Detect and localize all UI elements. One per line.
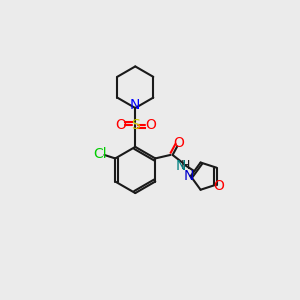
Text: H: H	[181, 159, 190, 172]
Text: N: N	[184, 169, 194, 183]
Text: S: S	[131, 118, 140, 132]
Text: O: O	[115, 118, 126, 132]
Text: N: N	[176, 159, 186, 173]
Text: O: O	[145, 118, 156, 132]
Text: Cl: Cl	[93, 147, 107, 161]
Text: N: N	[130, 98, 140, 112]
Text: O: O	[173, 136, 184, 150]
Text: O: O	[213, 179, 224, 193]
